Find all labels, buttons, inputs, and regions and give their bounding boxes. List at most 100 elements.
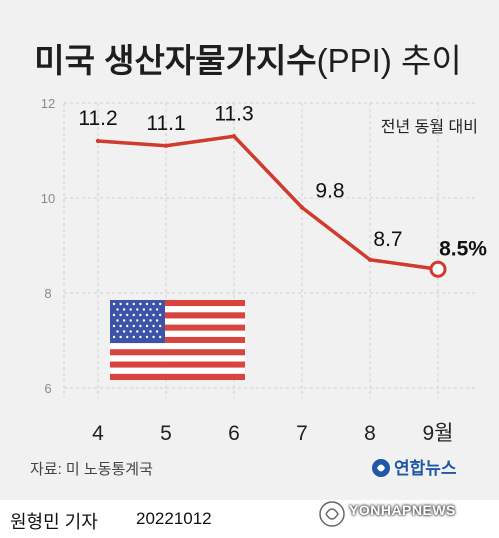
flag-stripe xyxy=(110,312,245,319)
flag-star xyxy=(126,302,129,306)
x-tick-label: 7 xyxy=(296,422,308,445)
flag-stripe xyxy=(110,361,245,368)
flag-stripe xyxy=(110,373,245,380)
flag-star xyxy=(139,324,142,328)
chart: 미국 생산자물가지수(PPI) 추이 전년 동월 대비 11.2 11.1 11.3… xyxy=(30,42,487,478)
flag-stripe xyxy=(110,300,245,307)
data-point-highlight xyxy=(429,260,447,278)
data-label: 8.7 xyxy=(373,228,402,251)
data-point xyxy=(299,205,305,210)
data-point xyxy=(163,143,169,148)
flag-star xyxy=(142,330,146,333)
data-label: 8.5% xyxy=(439,237,487,260)
flag-star xyxy=(129,319,132,322)
data-point xyxy=(231,134,237,139)
flag-star xyxy=(116,330,119,333)
x-tick-label: 6 xyxy=(228,422,240,445)
flag-star xyxy=(145,313,149,317)
data-marks: 11.2 11.1 11.3 9.8 8.7 8.5% xyxy=(78,102,487,278)
flag-star xyxy=(152,324,155,328)
flag-star xyxy=(152,313,155,317)
data-label: 11.3 xyxy=(214,102,253,125)
flag-star xyxy=(155,308,159,311)
y-tick-label: 8 xyxy=(44,286,51,301)
flag-star xyxy=(149,330,152,333)
flag-stripe xyxy=(110,367,245,374)
flag-star xyxy=(119,302,122,306)
grid xyxy=(63,102,478,398)
flag-star xyxy=(139,302,142,306)
chart-subtitle: 전년 동월 대비 xyxy=(381,118,478,136)
flag-star xyxy=(112,302,116,306)
flag-star xyxy=(145,324,149,328)
flag-stripe xyxy=(110,336,245,344)
flag-stripe xyxy=(110,355,245,362)
flag-star xyxy=(129,330,132,333)
flag-star xyxy=(145,335,149,339)
data-point xyxy=(95,138,101,144)
source-note: 자료: 미 노동통계국 xyxy=(30,461,153,478)
title-suffix: 추이 xyxy=(392,42,462,79)
brand-name: 연합뉴스 xyxy=(394,458,457,478)
watermark: YONHAPNEWS xyxy=(349,502,456,518)
flag-star xyxy=(149,319,152,322)
flag-star xyxy=(159,335,162,339)
flag-star xyxy=(142,319,146,322)
title-main: 미국 생산자물가지수 xyxy=(34,42,316,79)
flag-star xyxy=(126,324,129,328)
data-label: 9.8 xyxy=(315,180,344,203)
data-label: 11.2 xyxy=(78,107,117,130)
flag-star xyxy=(152,335,155,339)
flag-star xyxy=(119,335,122,339)
series-line xyxy=(96,134,440,271)
x-tick-label: 5 xyxy=(160,422,172,445)
flag-stripe xyxy=(110,306,245,313)
flag-star xyxy=(152,302,155,306)
flag-stripe xyxy=(110,349,245,356)
flag-star xyxy=(132,324,135,328)
flag-star xyxy=(159,313,162,317)
flag-star xyxy=(112,324,116,328)
y-tick-label: 6 xyxy=(44,381,51,396)
flag-star xyxy=(145,302,149,306)
flag-star xyxy=(112,335,116,339)
flag-star xyxy=(122,319,126,322)
data-label: 11.1 xyxy=(146,112,185,135)
flag-star xyxy=(122,308,126,311)
reporter-name: 원형민 기자 xyxy=(10,512,98,532)
y-tick-label: 10 xyxy=(41,191,55,206)
flag-stripe xyxy=(110,318,245,325)
x-tick-label: 8 xyxy=(364,422,376,445)
watermark-logo-icon xyxy=(319,501,345,527)
flag-star xyxy=(126,335,129,339)
x-tick-label: 4 xyxy=(92,422,104,445)
footer: 원형민 기자 20221012 YONHAPNEWS xyxy=(0,500,499,538)
flag-star xyxy=(119,313,122,317)
chart-title: 미국 생산자물가지수(PPI) 추이 xyxy=(34,42,461,79)
y-tick-label: 12 xyxy=(41,96,55,111)
flag-star xyxy=(132,302,135,306)
flag-star xyxy=(159,302,162,306)
flag-star xyxy=(132,313,135,317)
us-flag-icon xyxy=(110,300,245,380)
x-tick-label: 9월 xyxy=(423,422,454,445)
flag-star xyxy=(119,324,122,328)
flag-star xyxy=(149,308,152,311)
chart-card: 미국 생산자물가지수(PPI) 추이 전년 동월 대비 11.2 11.1 11.3… xyxy=(0,0,499,500)
flag-star xyxy=(132,335,135,339)
title-paren: (PPI) xyxy=(317,42,392,79)
flag-star xyxy=(155,330,159,333)
yonhap-logo: 연합뉴스 xyxy=(372,458,457,478)
publish-date: 20221012 xyxy=(136,509,212,528)
flag-star xyxy=(139,335,142,339)
flag-star xyxy=(116,319,119,322)
flag-star xyxy=(139,313,142,317)
flag-star xyxy=(116,308,119,311)
flag-star xyxy=(129,308,132,311)
flag-star xyxy=(155,319,159,322)
flag-star xyxy=(122,330,126,333)
flag-star xyxy=(142,308,146,311)
data-point xyxy=(367,257,373,262)
flag-star xyxy=(136,330,139,333)
flag-star xyxy=(136,319,139,322)
